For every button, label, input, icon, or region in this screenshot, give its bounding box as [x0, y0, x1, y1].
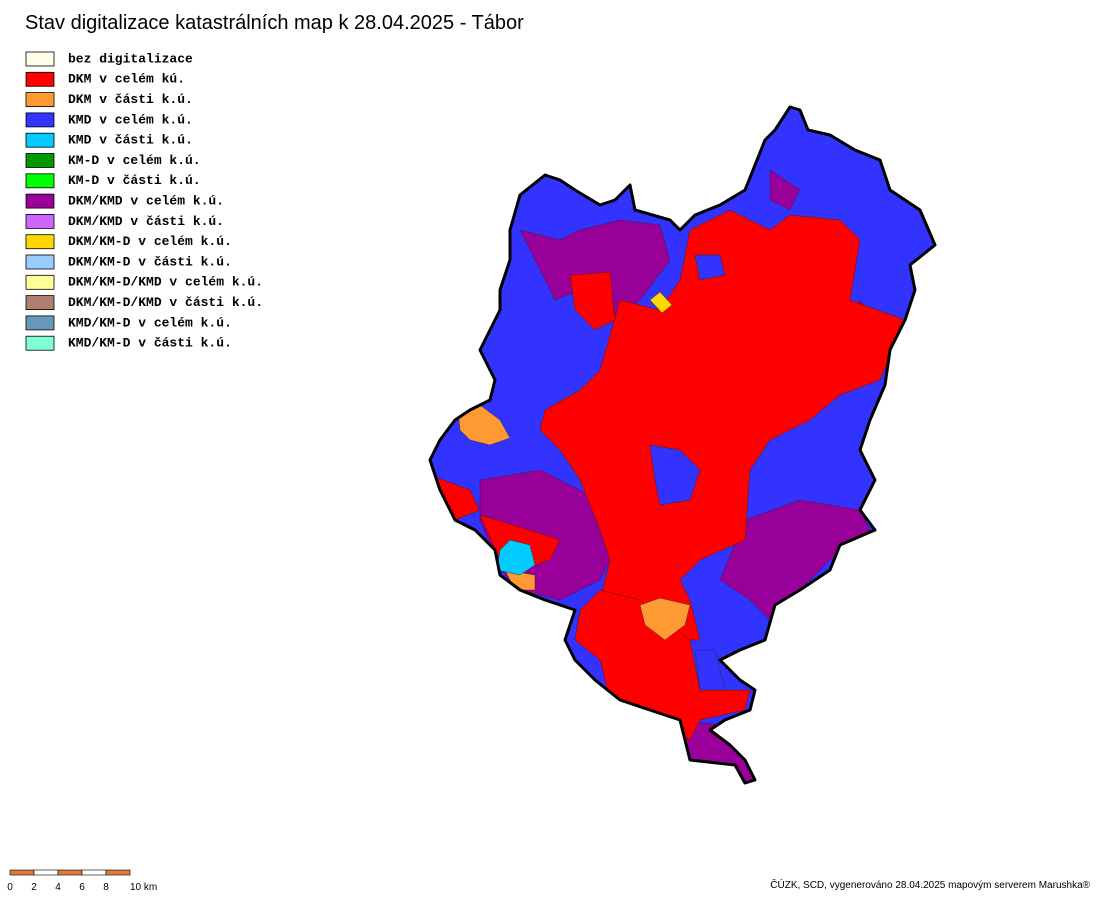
legend-label: KMD/KM-D v části k.ú. — [68, 336, 232, 351]
legend-label: DKM/KM-D v části k.ú. — [68, 254, 232, 269]
legend-swatch — [25, 132, 55, 148]
scale-label: 2 — [31, 882, 37, 893]
legend-swatch — [25, 153, 55, 168]
legend-label: KMD/KM-D v celém k.ú. — [68, 315, 232, 330]
cadastral-area — [457, 404, 511, 446]
legend-label: bez digitalizace — [68, 51, 193, 66]
cadastral-area — [639, 597, 691, 641]
cadastral-area — [569, 271, 616, 331]
legend-label: DKM/KM-D/KMD v části k.ú. — [68, 295, 263, 310]
legend-swatch — [25, 213, 55, 229]
legend-label: DKM/KMD v celém k.ú. — [68, 194, 224, 209]
cadastral-area — [719, 499, 871, 621]
legend-swatch — [25, 274, 55, 290]
legend-swatch — [25, 173, 55, 189]
legend-swatch — [25, 112, 55, 128]
scale-label: 4 — [55, 882, 61, 893]
scale-label: 10 km — [130, 882, 157, 893]
legend-label: DKM v části k.ú. — [68, 92, 193, 107]
legend-label: KM-D v části k.ú. — [68, 173, 201, 188]
legend-swatch — [25, 92, 55, 107]
legend-swatch — [25, 295, 55, 311]
scale-label: 8 — [103, 882, 109, 893]
map-title: Stav digitalizace katastrálních map k 28… — [25, 12, 524, 34]
legend-swatch — [25, 51, 55, 67]
cadastral-area — [519, 219, 671, 321]
cadastral-area — [694, 254, 726, 281]
legend-swatch — [25, 234, 55, 250]
scale-segment — [105, 869, 131, 876]
credit: ČÚZK, SCD, vygenerováno 28.04.2025 mapov… — [770, 878, 1090, 891]
legend-label: KMD v celém k.ú. — [68, 112, 193, 127]
scale-segment — [57, 869, 83, 876]
legend-swatch — [25, 193, 55, 209]
cadastral-area — [539, 209, 906, 641]
cadastral-area — [649, 444, 701, 506]
legend-swatch — [25, 335, 55, 351]
legend-label: DKM/KM-D/KMD v celém k.ú. — [68, 275, 263, 290]
scale-bar: 0 2 4 6 8 10 km — [7, 869, 157, 893]
scale-segment — [9, 869, 35, 876]
legend: bez digitalizace DKM v celém kú. DKM v čás… — [25, 51, 263, 351]
district-map — [428, 105, 937, 785]
scale-label: 0 — [7, 882, 13, 893]
legend-swatch — [25, 71, 55, 87]
scale-segment — [33, 869, 59, 876]
cadastral-area — [649, 291, 673, 314]
legend-label: DKM/KMD v části k.ú. — [68, 214, 224, 229]
legend-label: KM-D v celém k.ú. — [68, 153, 201, 168]
cadastral-area — [769, 169, 801, 211]
legend-label: KMD v části k.ú. — [68, 133, 193, 148]
legend-label: DKM/KM-D v celém k.ú. — [68, 234, 232, 249]
legend-label: DKM v celém kú. — [68, 72, 185, 87]
scale-segment — [81, 869, 107, 876]
legend-swatch — [25, 254, 55, 270]
legend-swatch — [25, 315, 55, 331]
scale-label: 6 — [79, 882, 85, 893]
cadastral-area — [694, 649, 726, 691]
